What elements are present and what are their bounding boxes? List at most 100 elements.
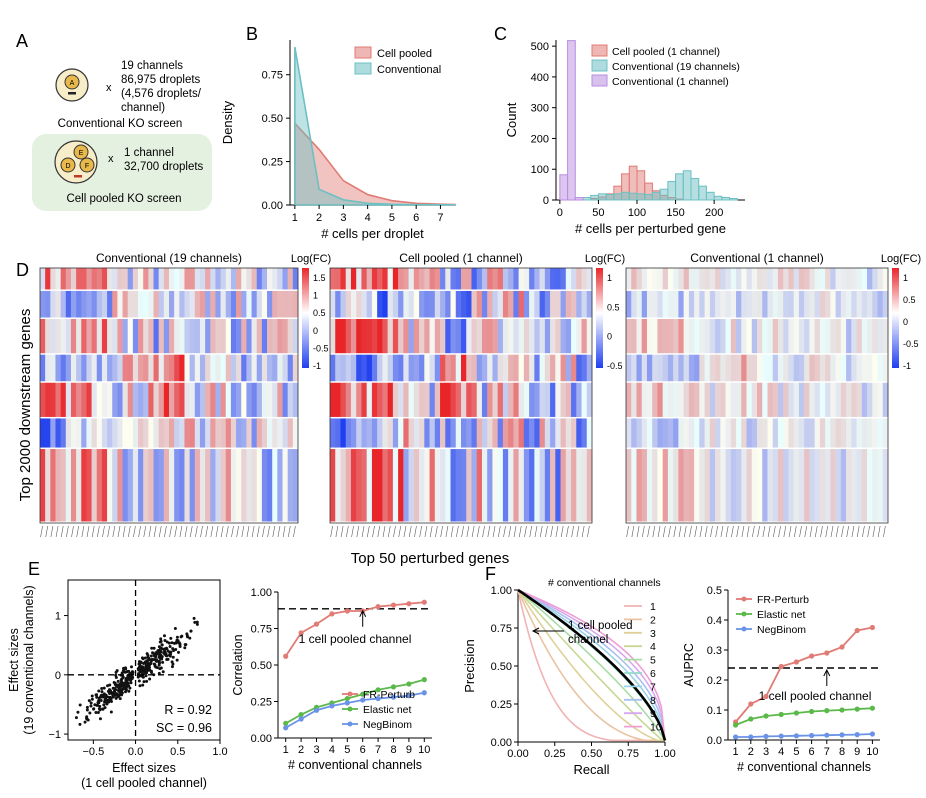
heatmap-cell	[408, 382, 415, 417]
heatmap-cell	[508, 449, 514, 522]
heatmap-cell	[641, 354, 648, 382]
x-tick-label: 9	[406, 744, 412, 756]
heatmap-cell	[117, 354, 123, 382]
heatmap-cell	[450, 319, 457, 354]
gene-tick-mark	[236, 525, 239, 538]
gene-tick-mark	[804, 525, 808, 538]
heatmap-cell	[555, 354, 561, 382]
heatmap-cell	[840, 354, 847, 382]
heatmap-cell	[445, 268, 451, 290]
heatmap-cell	[70, 268, 77, 290]
heatmap-cell	[403, 418, 409, 448]
heatmap-cell	[277, 382, 283, 417]
heatmap-cell	[455, 268, 462, 290]
heatmap-cell	[163, 354, 170, 382]
heatmap-frame	[39, 267, 299, 524]
heatmap-cell	[741, 268, 747, 290]
heatmap-cell	[877, 354, 884, 382]
heatmap-cell	[251, 290, 258, 318]
annotation-label: 1 cell pooled channel	[568, 620, 633, 646]
cell-icon-f	[79, 157, 95, 173]
scatter-point	[149, 661, 153, 665]
heatmap-cell	[835, 290, 842, 318]
heatmap-cell	[741, 354, 747, 382]
heatmap-cell	[657, 449, 663, 522]
heatmap-cell	[673, 449, 679, 522]
heatmap-cell	[626, 354, 632, 382]
heatmap-cell	[662, 354, 669, 382]
heatmap-cell	[471, 449, 478, 522]
heatmap-cell	[699, 290, 705, 318]
heatmap-cell	[132, 290, 139, 318]
legend-title: # conventional channels	[548, 577, 661, 589]
heatmap-cell	[793, 449, 800, 522]
scatter-point	[106, 698, 110, 702]
heatmap-cell	[361, 449, 367, 522]
heatmap-cell	[215, 449, 221, 522]
heatmap-cell	[576, 382, 582, 417]
heatmap-cell	[413, 319, 420, 354]
heatmap-cell	[709, 449, 716, 522]
heatmap-cell	[287, 319, 294, 354]
heatmap-cell	[544, 319, 551, 354]
heatmap-cell	[646, 268, 653, 290]
heatmap-cell	[455, 382, 462, 417]
heatmap-cell	[788, 268, 794, 290]
heatmap-cell	[846, 268, 852, 290]
scatter-point	[118, 697, 122, 701]
heatmap-cell	[179, 268, 185, 290]
heatmap-cell	[471, 319, 478, 354]
gene-tick-mark	[335, 525, 339, 538]
heatmap-cell	[476, 418, 483, 448]
heatmap-cell	[641, 290, 648, 318]
scatter-point	[166, 649, 170, 653]
heatmap-cell	[81, 290, 87, 318]
heatmap-cell	[179, 290, 185, 318]
pooled-multiplier: x	[108, 153, 114, 165]
heatmap-cell	[241, 449, 247, 522]
heatmap-cell	[445, 418, 451, 448]
heatmap-cell	[345, 418, 352, 448]
heatmap-cell	[529, 290, 535, 318]
legend-label: Conventional	[377, 64, 441, 76]
heatmap-cell	[287, 354, 294, 382]
gene-tick-mark	[226, 525, 229, 538]
x-tick-label: 1	[283, 744, 289, 756]
heatmap-cell	[65, 382, 72, 417]
gene-tick-mark	[153, 525, 157, 538]
heatmap-cell	[143, 354, 149, 382]
heatmap-cell	[55, 418, 61, 448]
heatmap-cell	[840, 449, 847, 522]
heatmap-cell	[667, 268, 674, 290]
heatmap-cell	[581, 382, 588, 417]
annotation-label: 1 cell pooled channel	[759, 689, 872, 703]
gene-tick-mark	[429, 525, 433, 538]
heatmap-cell	[720, 319, 726, 354]
annotation-arrowhead	[359, 609, 367, 618]
heatmap-cell	[757, 449, 763, 522]
gene-tick-mark	[841, 525, 844, 538]
scatter-point	[97, 689, 101, 693]
scatter-point	[123, 670, 127, 674]
x-tick-label: 5	[793, 746, 799, 758]
heatmap-cell	[788, 290, 794, 318]
heatmap-cell	[861, 418, 868, 448]
heatmap-cell	[523, 354, 530, 382]
heatmap-cell	[555, 449, 561, 522]
heatmap-cell	[736, 290, 742, 318]
heatmap-cell	[481, 382, 488, 417]
heatmap-cell	[440, 382, 446, 417]
heatmap-cell	[392, 268, 399, 290]
heatmap-cell	[851, 449, 857, 522]
heatmap-cell	[398, 382, 404, 417]
gene-tick-mark	[794, 525, 797, 538]
heatmap-cell	[502, 382, 509, 417]
scatter-point	[165, 657, 169, 661]
series-point-1	[824, 708, 830, 714]
heatmap-cell	[550, 268, 556, 290]
heatmap-cell	[91, 382, 98, 417]
heatmap-cell	[256, 290, 263, 318]
gene-tick-mark	[767, 525, 771, 538]
series-point-2	[390, 694, 397, 700]
heatmap-cell	[631, 418, 637, 448]
